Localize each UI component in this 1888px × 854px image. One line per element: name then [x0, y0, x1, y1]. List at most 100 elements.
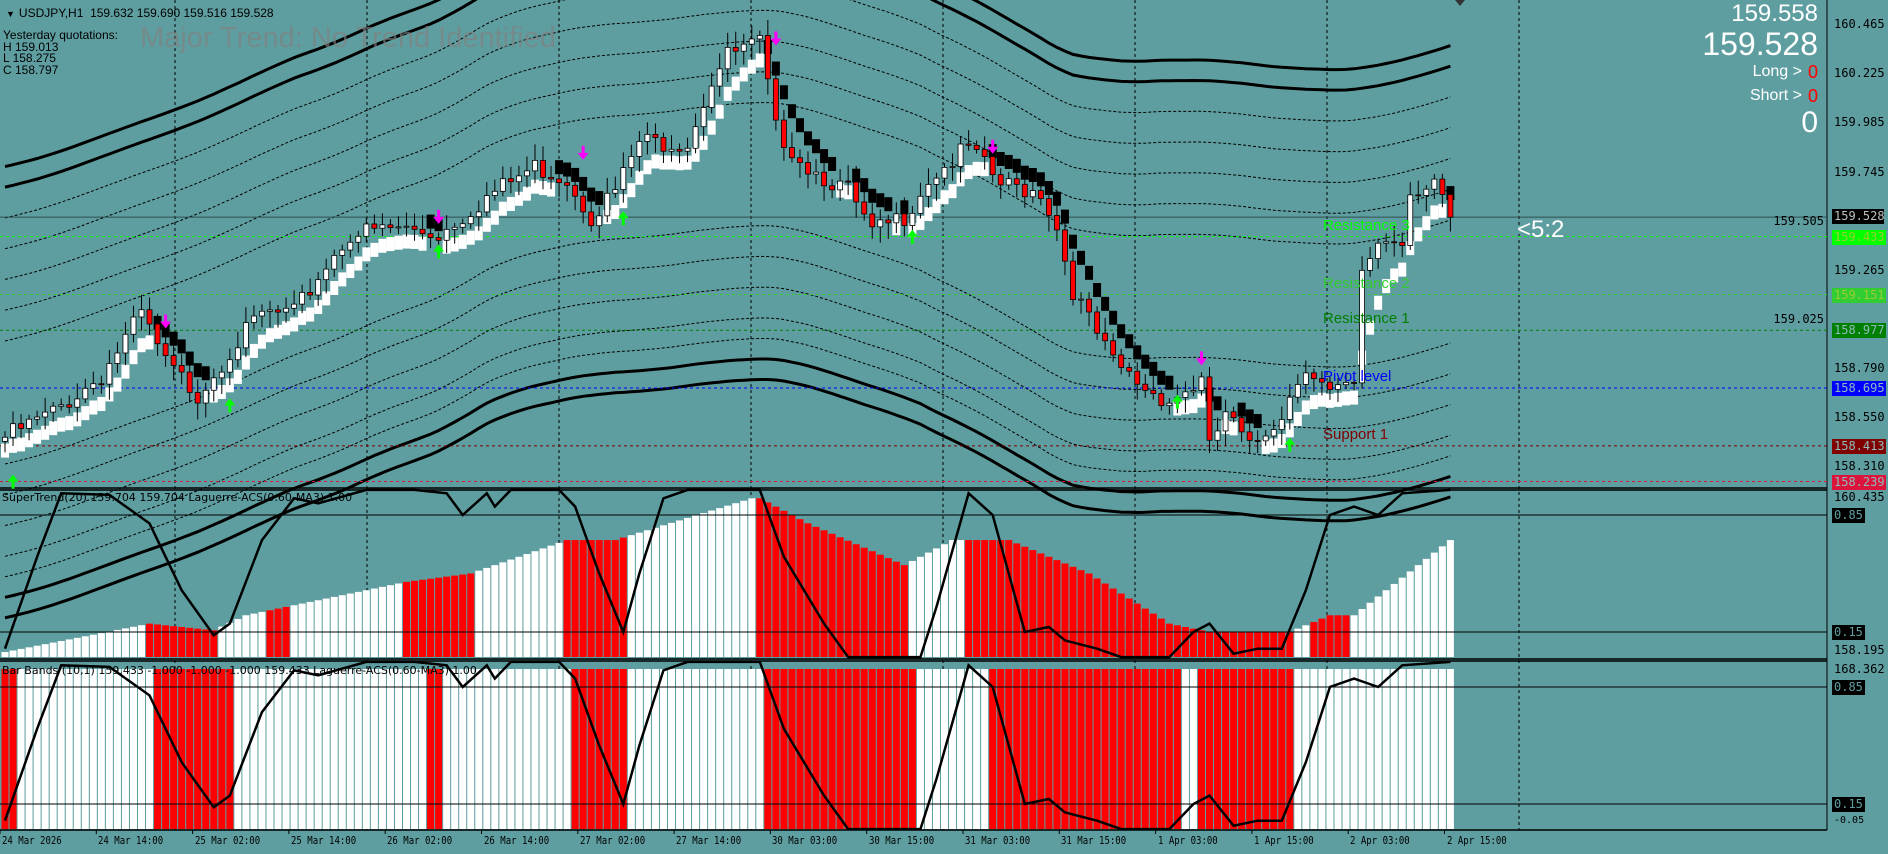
barband-bar-red — [1246, 669, 1254, 829]
histogram-bar-white — [1358, 609, 1366, 657]
barband-bar-white — [667, 669, 675, 829]
histogram-bar-white — [507, 559, 515, 657]
supertrend-bull-block — [1382, 279, 1391, 294]
bear-candle — [540, 159, 546, 178]
bear-candle — [66, 404, 73, 408]
histogram-bar-white — [314, 600, 322, 657]
histogram-bar-white — [708, 510, 716, 657]
histogram-bar-white — [635, 532, 643, 657]
histogram-bar-red — [563, 540, 571, 657]
histogram-bar-red — [619, 537, 627, 657]
histogram-bar-red — [178, 626, 186, 657]
bull-candle — [724, 47, 731, 70]
level-label: Resistance 2 — [1323, 274, 1410, 292]
supertrend-bull-block — [522, 186, 531, 201]
bull-candle — [636, 141, 643, 157]
histogram-bar-white — [322, 598, 330, 657]
supertrend-bull-block — [65, 416, 74, 431]
time-axis-label: 31 Mar 15:00 — [1061, 834, 1127, 847]
histogram-bar-red — [1093, 578, 1101, 657]
bull-candle — [226, 359, 233, 373]
barband-bar-white — [57, 669, 65, 829]
histogram-bar-red — [764, 502, 772, 657]
supertrend-bull-block — [1309, 395, 1318, 410]
barband-bar-red — [804, 669, 812, 829]
bear-candle — [652, 133, 659, 138]
barband-bar-white — [973, 669, 981, 829]
bull-candle — [644, 133, 651, 142]
supertrend-bull-block — [1374, 295, 1383, 310]
barband-bar-white — [1366, 669, 1374, 829]
envelope-band-thick — [4, 357, 1451, 599]
histogram-bar-red — [587, 540, 595, 657]
supertrend-bear-block — [1077, 250, 1086, 265]
histogram-bar-red — [162, 625, 170, 657]
bull-candle — [218, 371, 225, 379]
histogram-bar-white — [692, 515, 700, 657]
barband-bar-white — [419, 669, 427, 829]
barband-bar-white — [1358, 669, 1366, 829]
histogram-bar-red — [419, 579, 427, 657]
supertrend-bear-block — [1149, 361, 1158, 376]
histogram-bar-red — [1117, 593, 1125, 657]
bull-candle — [1214, 430, 1221, 441]
barband-bar-white — [1342, 669, 1350, 829]
bull-candle — [716, 68, 723, 87]
supertrend-bull-block — [282, 321, 291, 336]
histogram-bar-white — [700, 513, 708, 657]
barbands-level-high: 0.85 — [1832, 680, 1865, 695]
barband-bar-white — [338, 669, 346, 829]
barband-bar-red — [1053, 669, 1061, 829]
supertrend-bull-block — [129, 350, 138, 365]
bull-candle — [74, 398, 81, 408]
barband-bar-red — [1109, 669, 1117, 829]
histogram-bar-red — [1005, 540, 1013, 657]
supertrend-bull-block — [17, 437, 26, 452]
barband-bar-white — [716, 669, 724, 829]
bull-candle — [242, 322, 249, 349]
histogram-bar-white — [1302, 625, 1310, 657]
bull-candle — [684, 147, 691, 152]
histogram-bar-red — [146, 623, 154, 657]
bear-candle — [1327, 381, 1333, 390]
bull-candle — [604, 192, 611, 217]
sell-arrow-icon — [987, 139, 999, 154]
histogram-bar-white — [555, 542, 563, 657]
bear-candle — [1062, 229, 1068, 262]
supertrend-bull-block — [49, 421, 58, 436]
short-label: Short > — [1749, 87, 1802, 104]
bear-candle — [1351, 382, 1357, 384]
supertrend-bear-block — [434, 217, 443, 232]
histogram-bar-white — [394, 583, 402, 657]
barband-bar-white — [467, 669, 475, 829]
supertrend-bull-block — [474, 226, 483, 241]
bull-candle — [1343, 382, 1349, 386]
ratio-label: <5:2 — [1517, 216, 1565, 243]
histogram-bar-white — [9, 650, 17, 657]
bear-candle — [1391, 241, 1398, 244]
histogram-bar-white — [362, 590, 370, 657]
histogram-bar-white — [475, 570, 483, 657]
dropdown-triangle-icon[interactable]: ▼ — [6, 9, 15, 19]
supertrend-bull-block — [418, 236, 427, 251]
histogram-bar-red — [1342, 615, 1350, 657]
bull-candle — [620, 167, 627, 190]
histogram-bar-white — [49, 642, 57, 657]
barband-bar-red — [1085, 669, 1093, 829]
barband-bar-white — [475, 669, 483, 829]
histogram-bar-white — [378, 586, 386, 657]
bull-candle — [917, 195, 924, 214]
histogram-bar-red — [804, 523, 812, 657]
barbands-level-low: 0.15 — [1832, 797, 1865, 812]
buy-arrow-icon — [224, 398, 236, 413]
barband-bar-white — [370, 669, 378, 829]
supertrend-bear-block — [860, 178, 869, 193]
bull-candle — [1375, 242, 1382, 259]
histogram-bar-red — [868, 551, 876, 657]
supertrend-bull-block — [916, 215, 925, 230]
histogram-bar-white — [667, 522, 675, 657]
histogram-bar-red — [154, 624, 162, 657]
barband-bar-red — [226, 669, 234, 829]
